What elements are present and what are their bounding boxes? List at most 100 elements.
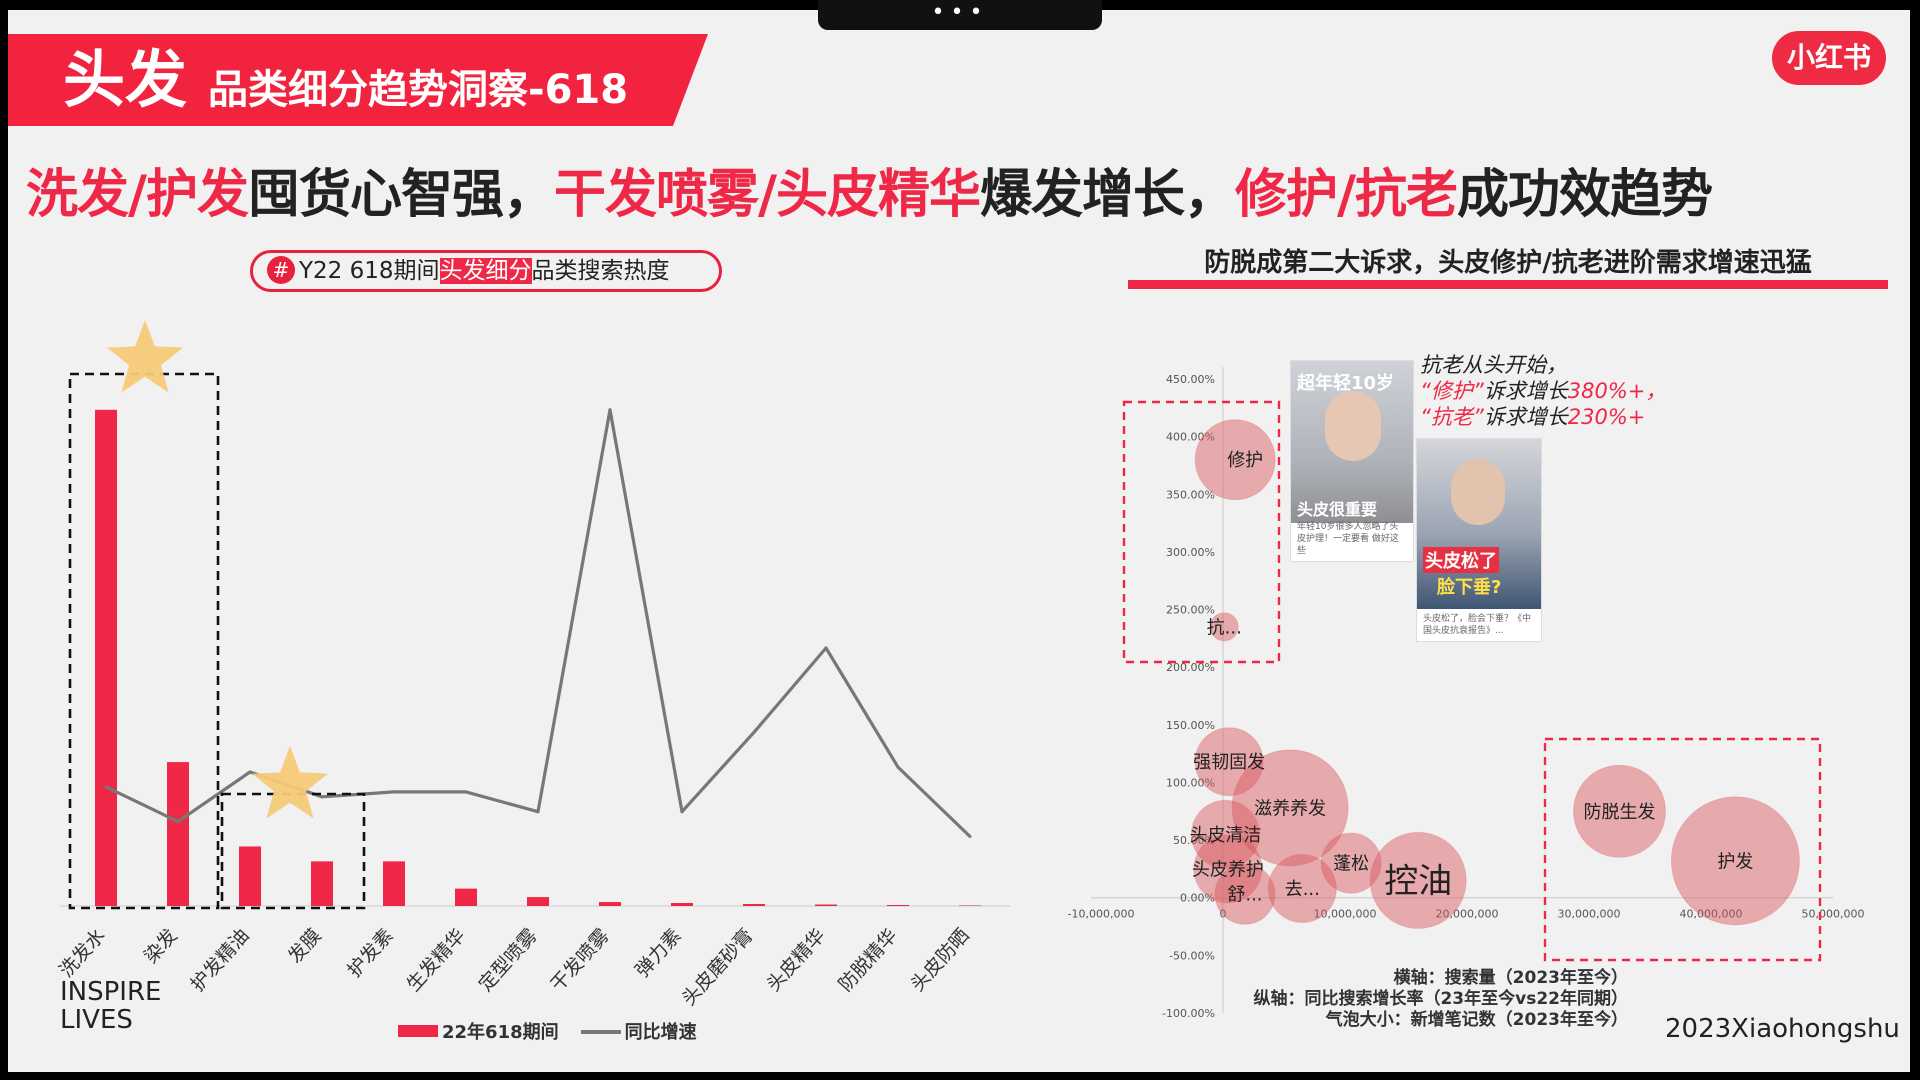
quote-term: “抗老” bbox=[1420, 405, 1484, 429]
bubble-label: 舒... bbox=[1227, 885, 1262, 906]
bubble-label: 强韧固发 bbox=[1193, 752, 1265, 773]
headline: 洗发/护发囤货心智强，干发喷雾/头皮精华爆发增长，修护/抗老成功效趋势 bbox=[26, 152, 1713, 227]
star-icon bbox=[252, 746, 328, 819]
tagline-line: INSPIRE bbox=[60, 977, 162, 1007]
y-tick-label: 400.00% bbox=[1166, 431, 1215, 444]
copyright-credit: 2023Xiaohongshu bbox=[1665, 1014, 1900, 1044]
bar-防脱精华 bbox=[887, 905, 909, 906]
bar-头皮精华 bbox=[815, 904, 837, 906]
headline-part: 干发喷雾/头皮精华 bbox=[554, 165, 981, 225]
x-tick-label: 生发精华 bbox=[403, 925, 470, 996]
y-tick-label: 50.00% bbox=[1173, 834, 1215, 847]
bar-护发精油 bbox=[239, 846, 261, 906]
quote-term: “修护” bbox=[1420, 379, 1484, 403]
y-tick-label: 200.00% bbox=[1166, 661, 1215, 674]
bubble-label: 蓬松 bbox=[1333, 854, 1369, 875]
headline-part: 囤货心智强， bbox=[248, 165, 555, 225]
line-point-防脱精华 bbox=[896, 765, 900, 769]
x-tick-label: 发膜 bbox=[284, 925, 326, 968]
line-point-洗发水 bbox=[104, 785, 108, 789]
bubble-label: 滋养养发 bbox=[1254, 798, 1326, 819]
bubble-chart: 450.00% 400.00% 350.00% 300.00% 250.00% 200.0… bbox=[1068, 367, 1864, 1020]
line-point-定型喷雾 bbox=[536, 810, 540, 814]
x-tick-label: 头皮磨砂膏 bbox=[677, 924, 758, 1010]
x-tick-label: 洗发水 bbox=[55, 925, 110, 982]
bar-发膜 bbox=[311, 861, 333, 906]
x-tick-label: 护发素 bbox=[343, 925, 398, 982]
bar-弹力素 bbox=[671, 903, 693, 906]
x-tick-label: 弹力素 bbox=[631, 925, 686, 982]
bar-头皮磨砂膏 bbox=[743, 904, 765, 906]
axis-note-y: 纵轴：同比搜索增长率（23年至今vs22年同期） bbox=[1253, 989, 1628, 1009]
x-tick-label: 干发喷雾 bbox=[547, 925, 614, 996]
window-handle[interactable]: ••• bbox=[818, 0, 1102, 30]
x-tick-label: 定型喷雾 bbox=[475, 925, 542, 996]
bubble-蓬松 bbox=[1320, 832, 1382, 894]
thumb-overlay-text: 脸下垂? bbox=[1437, 577, 1502, 598]
line-point-染发 bbox=[176, 820, 180, 824]
bubble-axis-note: 横轴：搜索量（2023年至今） 纵轴：同比搜索增长率（23年至今vs22年同期）… bbox=[1228, 968, 1628, 1031]
x-tick-label: 40,000,000 bbox=[1680, 908, 1743, 921]
thumb-overlay-text: 头皮很重要 bbox=[1297, 500, 1378, 519]
bar-生发精华 bbox=[455, 888, 477, 906]
banner-subtitle: 品类细分趋势洞察-618 bbox=[208, 67, 629, 113]
xiaohongshu-logo: 小红书 bbox=[1772, 31, 1886, 85]
highlight-box-group2 bbox=[220, 792, 366, 910]
line-point-发膜 bbox=[320, 795, 324, 799]
bubble-label: 去... bbox=[1285, 879, 1320, 900]
y-tick-label: -100.00% bbox=[1162, 1007, 1215, 1020]
bubble-防脱生发 bbox=[1573, 764, 1666, 858]
x-tick-label: 头皮防晒 bbox=[907, 925, 974, 996]
quote-text: 诉求增长 bbox=[1483, 379, 1568, 403]
pill-highlight: 头发细分 bbox=[439, 258, 532, 284]
line-point-干发喷雾 bbox=[608, 408, 612, 412]
star-icon bbox=[107, 320, 183, 393]
x-tick-label: 染发 bbox=[140, 925, 182, 968]
banner-main-title: 头发 bbox=[63, 43, 188, 116]
y-tick-label: 300.00% bbox=[1166, 546, 1215, 559]
note-thumbnail-1[interactable]: 超年轻10岁 头皮很重要 年轻10岁很多人忽略了头皮护理！一定要看 做好这些 bbox=[1290, 360, 1414, 562]
chart-legend: 22年618期间 同比增速 bbox=[398, 1018, 697, 1044]
highlight-box-right bbox=[1543, 737, 1822, 962]
quote-value: 380%+， bbox=[1567, 379, 1667, 403]
highlight-box-upper bbox=[1122, 400, 1281, 664]
line-point-头皮磨砂膏 bbox=[752, 730, 756, 734]
note-thumbnail-2[interactable]: 头皮松了 脸下垂? 头皮松了，脸会下垂？《中国头皮抗衰报告》... bbox=[1416, 438, 1542, 642]
axis-note-size: 气泡大小：新增笔记数（2023年至今） bbox=[1325, 1010, 1628, 1030]
bar-染发 bbox=[167, 762, 189, 906]
bar-干发喷雾 bbox=[599, 902, 621, 906]
bubble-控油 bbox=[1369, 831, 1467, 929]
line-point-头皮精华 bbox=[824, 646, 828, 650]
bubble-强韧固发 bbox=[1194, 727, 1264, 797]
x-tick-label: 20,000,000 bbox=[1436, 908, 1499, 921]
growth-line-series bbox=[105, 408, 972, 838]
tagline-line: LIVES bbox=[60, 1005, 133, 1035]
x-tick-label: 防脱精华 bbox=[835, 925, 902, 996]
x-tick-label: 护发精油 bbox=[187, 925, 254, 996]
headline-part: 洗发/护发 bbox=[26, 165, 249, 225]
x-tick-label: 10,000,000 bbox=[1314, 908, 1377, 921]
bar-护发素 bbox=[383, 861, 405, 906]
left-chart-title-pill: # Y22 618期间头发细分品类搜索热度 bbox=[250, 250, 722, 292]
headline-part: 修护/抗老 bbox=[1235, 165, 1458, 225]
thumb-overlay-text: 头皮松了 bbox=[1423, 547, 1499, 573]
headline-part: 成功效趋势 bbox=[1457, 165, 1713, 225]
line-point-护发精油 bbox=[248, 770, 252, 774]
bubble-label: 修护 bbox=[1227, 450, 1263, 471]
y-tick-label: 150.00% bbox=[1166, 719, 1215, 732]
thumb-caption: 年轻10岁很多人忽略了头皮护理！一定要看 做好这些 bbox=[1297, 522, 1399, 556]
legend-bar-swatch bbox=[398, 1025, 438, 1037]
legend-line-swatch bbox=[580, 1030, 621, 1034]
bar-定型喷雾 bbox=[527, 897, 549, 906]
line-point-头皮防晒 bbox=[968, 835, 972, 839]
thumb-overlay-text: 超年轻10岁 bbox=[1297, 373, 1395, 394]
inspire-lives-tagline: INSPIRE LIVES bbox=[60, 978, 161, 1034]
y-tick-label: 0.00% bbox=[1180, 892, 1215, 905]
right-chart-title: 防脱成第二大诉求，头皮修护/抗老进阶需求增速迅猛 bbox=[1204, 248, 1812, 278]
bubble-头皮清洁 bbox=[1190, 799, 1260, 869]
bubble-舒... bbox=[1214, 863, 1276, 925]
slide: 头发 品类细分趋势洞察-618 小红书 洗发/护发囤货心智强，干发喷雾/头皮精华… bbox=[8, 10, 1910, 1072]
highlight-box-group1 bbox=[68, 372, 220, 910]
legend-bar-label: 22年618期间 bbox=[442, 1022, 559, 1043]
